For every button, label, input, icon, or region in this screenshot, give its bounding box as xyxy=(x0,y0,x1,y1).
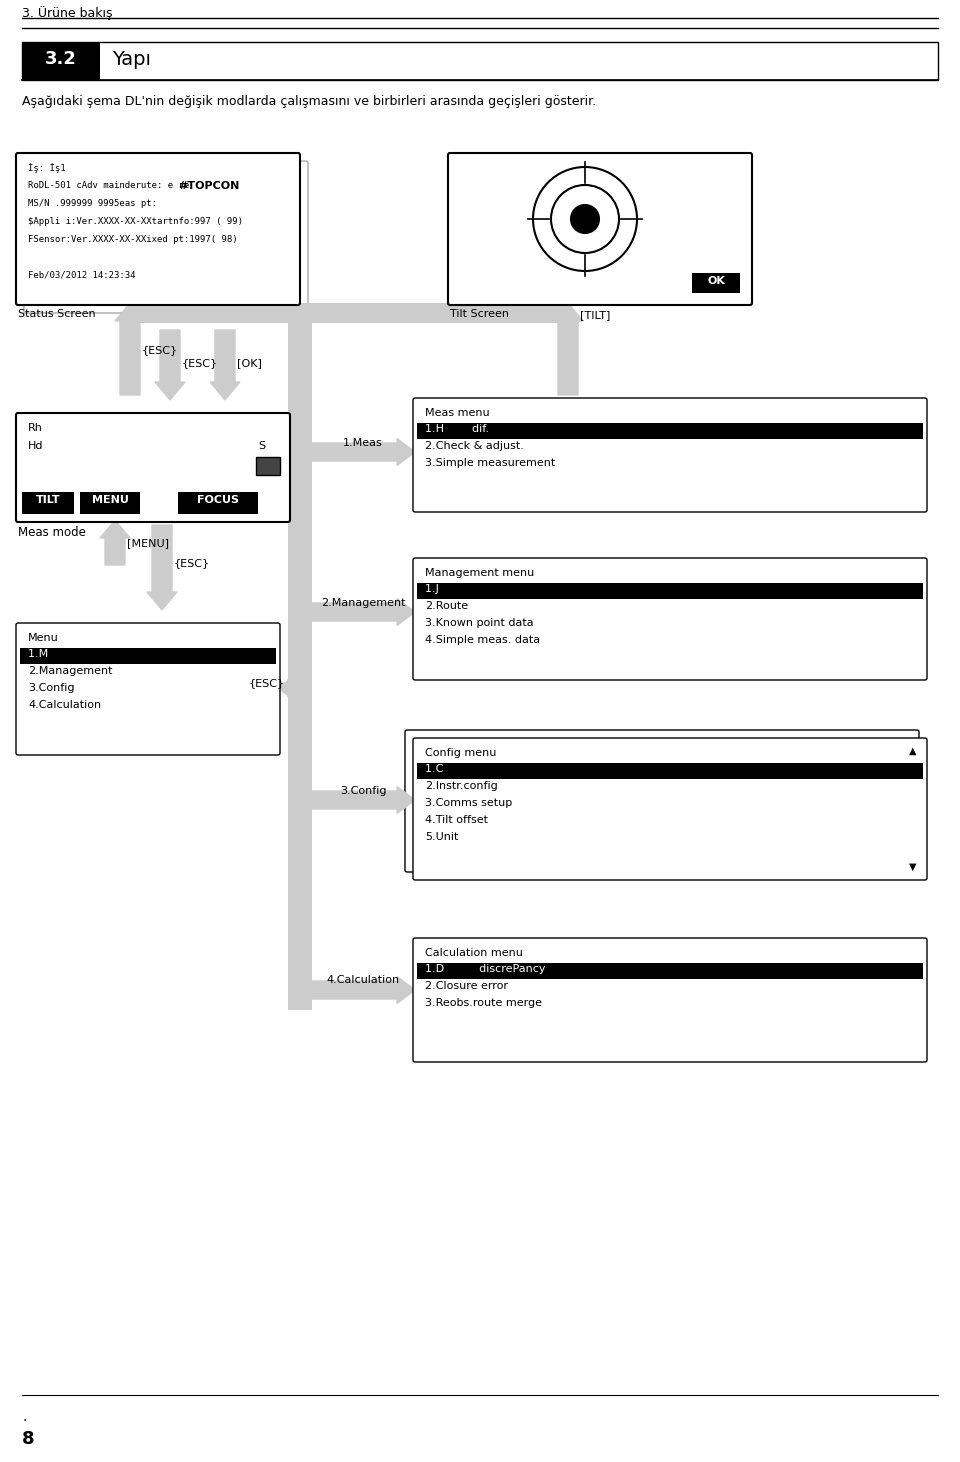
Polygon shape xyxy=(147,525,177,610)
Text: Menu: Menu xyxy=(28,633,59,643)
Text: 4.Calculation: 4.Calculation xyxy=(28,700,101,711)
Text: 3.Simple measurement: 3.Simple measurement xyxy=(425,458,555,468)
Text: 2.Instr.config: 2.Instr.config xyxy=(425,781,497,791)
Polygon shape xyxy=(115,303,145,395)
Text: Feb/03/2012 14:23:34: Feb/03/2012 14:23:34 xyxy=(28,270,135,281)
Bar xyxy=(22,42,100,80)
Polygon shape xyxy=(312,598,415,626)
Text: ▲: ▲ xyxy=(909,746,917,756)
Bar xyxy=(417,963,923,980)
Bar xyxy=(692,273,740,292)
Text: 3.Config: 3.Config xyxy=(28,683,75,693)
Text: Rh: Rh xyxy=(28,423,43,433)
Text: TILT: TILT xyxy=(36,496,60,504)
FancyBboxPatch shape xyxy=(448,154,752,306)
Polygon shape xyxy=(100,520,130,564)
Text: 1.Meas: 1.Meas xyxy=(343,439,383,447)
Text: 3. Ürüne bakış: 3. Ürüne bakış xyxy=(22,6,112,20)
Text: 2.Management: 2.Management xyxy=(321,598,405,608)
Text: ▼: ▼ xyxy=(909,863,917,871)
Bar xyxy=(20,648,276,664)
Bar xyxy=(417,423,923,439)
Text: MENU: MENU xyxy=(91,496,129,504)
Text: 3.Config: 3.Config xyxy=(340,787,386,795)
Text: S: S xyxy=(258,442,265,450)
Text: 4.Tilt offset: 4.Tilt offset xyxy=(425,814,488,825)
FancyBboxPatch shape xyxy=(413,558,927,680)
Text: 2.Route: 2.Route xyxy=(425,601,468,611)
Text: Aşağıdaki şema DL'nin değişik modlarda çalışmasını ve birbirleri arasında geçişl: Aşağıdaki şema DL'nin değişik modlarda ç… xyxy=(22,95,596,108)
Bar xyxy=(417,763,923,779)
Text: Yapı: Yapı xyxy=(112,50,151,69)
Text: $Appli i:Ver.XXXX-XX-XXtartnfo:997 ( 99): $Appli i:Ver.XXXX-XX-XXtartnfo:997 ( 99) xyxy=(28,216,243,227)
Polygon shape xyxy=(312,787,415,813)
Text: FOCUS: FOCUS xyxy=(197,496,239,504)
Text: Calculation menu: Calculation menu xyxy=(425,947,523,958)
Bar xyxy=(256,458,280,475)
Bar xyxy=(80,493,140,515)
Circle shape xyxy=(571,205,599,232)
Text: Hd: Hd xyxy=(28,442,43,450)
Text: 1.C: 1.C xyxy=(425,765,510,773)
Polygon shape xyxy=(553,303,583,395)
Polygon shape xyxy=(312,977,415,1003)
Text: 1.D          discrePancy: 1.D discrePancy xyxy=(425,963,545,974)
Text: .: . xyxy=(22,1409,26,1424)
Text: RoDL-501 cAdv mainderute: e re: RoDL-501 cAdv mainderute: e re xyxy=(28,181,189,190)
Text: 1.J: 1.J xyxy=(425,583,464,594)
Text: {ESC}: {ESC} xyxy=(249,678,285,689)
Bar xyxy=(22,42,938,80)
Text: Tilt Screen: Tilt Screen xyxy=(450,308,509,319)
Polygon shape xyxy=(278,674,296,702)
Text: 3.Reobs.route merge: 3.Reobs.route merge xyxy=(425,999,542,1007)
Text: 8: 8 xyxy=(22,1430,35,1447)
Text: 1.H        dif.: 1.H dif. xyxy=(425,424,490,434)
Text: [OK]: [OK] xyxy=(237,358,262,368)
Text: Meas mode: Meas mode xyxy=(18,526,85,539)
FancyBboxPatch shape xyxy=(24,161,308,313)
Text: Management menu: Management menu xyxy=(425,569,535,577)
Text: Config menu: Config menu xyxy=(425,749,496,757)
Text: Meas menu: Meas menu xyxy=(425,408,490,418)
Text: 1.M: 1.M xyxy=(28,649,69,659)
Text: İş: İş1: İş: İş1 xyxy=(28,162,65,173)
FancyBboxPatch shape xyxy=(413,939,927,1061)
Bar xyxy=(417,583,923,599)
Text: 2.Management: 2.Management xyxy=(28,667,112,675)
Text: {ESC}: {ESC} xyxy=(174,558,210,569)
Text: {ESC}: {ESC} xyxy=(182,358,218,368)
Text: 2.Closure error: 2.Closure error xyxy=(425,981,508,991)
Text: 4.Calculation: 4.Calculation xyxy=(326,975,399,985)
Text: #TOPCON: #TOPCON xyxy=(178,181,239,192)
Text: 2.Check & adjust.: 2.Check & adjust. xyxy=(425,442,524,450)
Bar xyxy=(130,303,570,323)
Polygon shape xyxy=(155,330,185,401)
FancyBboxPatch shape xyxy=(16,412,290,522)
Text: 3.Comms setup: 3.Comms setup xyxy=(425,798,513,808)
Text: {ESC}: {ESC} xyxy=(142,345,179,355)
Bar xyxy=(178,493,258,515)
Text: [MENU]: [MENU] xyxy=(127,538,169,548)
Bar xyxy=(288,303,312,1010)
FancyBboxPatch shape xyxy=(413,738,927,880)
Text: FSensor:Ver.XXXX-XX-XXixed pt:1997( 98): FSensor:Ver.XXXX-XX-XXixed pt:1997( 98) xyxy=(28,235,238,244)
FancyBboxPatch shape xyxy=(16,154,300,306)
FancyBboxPatch shape xyxy=(413,398,927,512)
Polygon shape xyxy=(312,439,415,465)
Text: MS/N .999999 9995eas pt:: MS/N .999999 9995eas pt: xyxy=(28,199,157,208)
Text: OK: OK xyxy=(708,276,725,287)
Text: 3.Known point data: 3.Known point data xyxy=(425,618,534,629)
FancyBboxPatch shape xyxy=(16,623,280,754)
Bar xyxy=(22,493,74,515)
Text: Status Screen: Status Screen xyxy=(18,308,96,319)
Text: 3.2: 3.2 xyxy=(45,50,77,69)
Polygon shape xyxy=(210,330,240,401)
Text: Config menu: Config menu xyxy=(417,740,489,750)
Text: 5.Unit: 5.Unit xyxy=(425,832,458,842)
FancyBboxPatch shape xyxy=(405,730,919,871)
Text: 4.Simple meas. data: 4.Simple meas. data xyxy=(425,635,540,645)
Text: [TILT]: [TILT] xyxy=(580,310,611,320)
